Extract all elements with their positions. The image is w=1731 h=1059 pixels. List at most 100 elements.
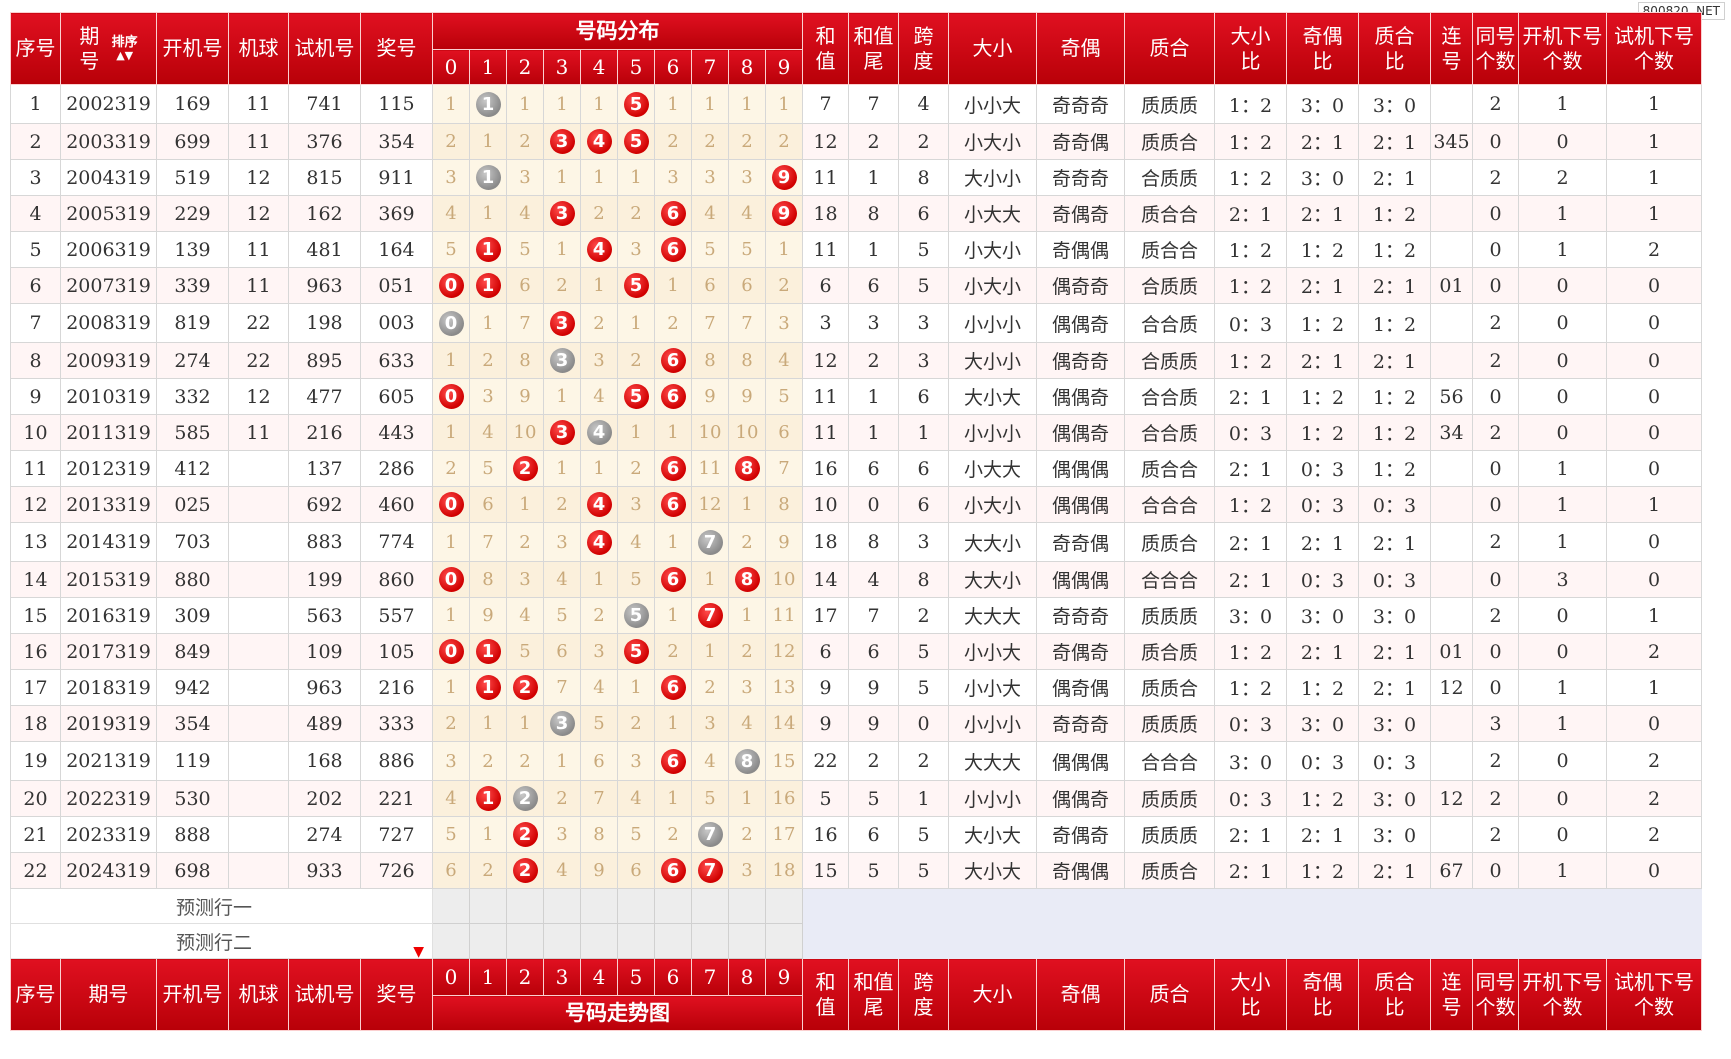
cell-span: 2 [898, 597, 949, 634]
dist-cell-9: 9 [765, 159, 803, 196]
prediction-cell-4[interactable] [580, 888, 618, 924]
prediction-cell-6[interactable] [654, 888, 692, 924]
prediction-cell-8[interactable] [728, 888, 766, 924]
prediction-fill [1358, 923, 1431, 959]
dist-cell-6: 2 [654, 123, 692, 160]
cell-pcratio: 3：0 [1358, 597, 1431, 634]
prediction-cell-9[interactable] [765, 923, 803, 959]
dist-cell-6: 1 [654, 522, 692, 562]
cell-consec [1430, 816, 1473, 853]
dist-cell-7: 6 [691, 267, 729, 304]
cell-sumtail: 8 [848, 522, 899, 562]
cell-period: 2006319 [60, 231, 157, 268]
dist-cell-9: 1 [765, 231, 803, 268]
cell-same: 3 [1472, 705, 1519, 742]
dist-cell-9: 5 [765, 378, 803, 415]
prediction-row[interactable]: 预测行一 [10, 888, 1702, 924]
table-row[interactable]: 9 2010319 332 12 477 605 0 3 9 1 4 5 6 9 9 5 11 1 6 大小大 偶偶奇合… [10, 378, 1702, 415]
dist-cell-6: 6 [654, 378, 692, 415]
prediction-cell-6[interactable] [654, 923, 692, 959]
cell-same: 0 [1472, 486, 1519, 523]
cell-bsratio: 1：2 [1214, 342, 1287, 379]
prediction-cell-5[interactable] [617, 923, 655, 959]
table-row[interactable]: 19 2021319 119 168 886 3 2 2 1 6 3 6 4 8 15 22 2 2 大大大 偶偶偶合… [10, 741, 1702, 781]
cell-testnext: 0 [1606, 342, 1702, 379]
prediction-cell-8[interactable] [728, 923, 766, 959]
prediction-cell-1[interactable] [469, 888, 507, 924]
prediction-cell-7[interactable] [691, 888, 729, 924]
table-row[interactable]: 3 2004319 519 12 815 911 3 1 3 1 1 1 3 3 3 9 11 1 8 大小小 奇奇奇合… [10, 159, 1702, 196]
prediction-cell-5[interactable] [617, 888, 655, 924]
table-row[interactable]: 22 2024319 698 933 726 6 2 2 4 9 6 6 7 3 18 15 5 5 大小大 奇偶偶质… [10, 852, 1702, 889]
table-row[interactable]: 14 2015319 880 199 860 0 8 3 4 1 5 6 1 8 10 14 4 8 大大小 偶偶偶合… [10, 561, 1702, 598]
dist-cell-3: 4 [543, 561, 581, 598]
table-row[interactable]: 18 2019319 354 489 333 2 1 1 3 5 2 1 3 4 14 9 9 0 小小小 奇奇奇 质质… [10, 705, 1702, 742]
prediction-cell-9[interactable] [765, 888, 803, 924]
table-row[interactable]: 2 2003319 699 11 376 354 2 1 2 3 4 5 2 2 2 2 12 2 2 小大小 奇奇偶质… [10, 123, 1702, 160]
table-row[interactable]: 10 2011319 585 11 216 443 1 4 10 3 4 1 1 10 10 6 11 1 1 小小小… [10, 414, 1702, 451]
cell-primecomp: 合合合 [1124, 561, 1215, 598]
table-row[interactable]: 4 2005319 229 12 162 369 4 1 4 3 2 2 6 4 4 9 18 8 6 小大大 奇偶奇质… [10, 195, 1702, 232]
prediction-cell-4[interactable] [580, 923, 618, 959]
prediction-cell-2[interactable] [506, 923, 544, 959]
prediction-cell-0[interactable] [432, 888, 470, 924]
cell-test: 563 [288, 597, 361, 634]
cell-test: 216 [288, 414, 361, 451]
table-row[interactable]: 8 2009319 274 22 895 633 1 2 8 3 3 2 6 8 8 4 12 2 3 大小小 偶奇奇合… [10, 342, 1702, 379]
cell-prize: 727 [360, 816, 433, 853]
cell-oddeven: 奇奇奇 [1036, 597, 1125, 634]
dist-cell-8: 3 [728, 852, 766, 889]
table-row[interactable]: 21 2023319 888 274 727 5 1 2 3 8 5 2 7 2 17 16 6 5 大小大 奇偶奇质… [10, 816, 1702, 853]
cell-prize: 460 [360, 486, 433, 523]
dist-cell-3: 3 [543, 303, 581, 343]
cell-open: 698 [156, 852, 229, 889]
table-row[interactable]: 12 2013319 025 692 460 0 6 1 2 4 3 6 12 1 8 10 0 6 小大小 偶偶偶合… [10, 486, 1702, 523]
table-row[interactable]: 16 2017319 849 109 105 0 1 5 6 3 5 2 1 2 12 6 6 5 小小大 奇偶奇 质合… [10, 633, 1702, 670]
table-row[interactable]: 11 2012319 412 137 286 2 5 2 1 1 2 6 11 8 7 16 6 6 小大大 偶偶偶质… [10, 450, 1702, 487]
table-row[interactable]: 17 2018319 942 963 216 1 1 2 7 4 1 6 2 3 13 9 9 5 小小大 偶奇偶 质质… [10, 669, 1702, 706]
cell-opennext: 1 [1518, 231, 1607, 268]
prediction-row[interactable]: 预测行二 ▼ [10, 923, 1702, 959]
dist-cell-3: 6 [543, 633, 581, 670]
cell-open: 169 [156, 84, 229, 124]
cell-open: 519 [156, 159, 229, 196]
col-ball-header: 机球 [228, 12, 289, 85]
cell-prize: 860 [360, 561, 433, 598]
col-period-header[interactable]: 期号 排序 ▲▼ [60, 12, 157, 85]
cell-same: 2 [1472, 303, 1519, 343]
prediction-cell-1[interactable] [469, 923, 507, 959]
cell-oeratio: 3：0 [1286, 705, 1359, 742]
cell-period: 2008319 [60, 303, 157, 343]
prediction-cell-3[interactable] [543, 923, 581, 959]
dist-cell-0: 3 [432, 741, 470, 781]
prediction-cell-7[interactable] [691, 923, 729, 959]
prediction-cell-3[interactable] [543, 888, 581, 924]
prediction-cell-0[interactable] [432, 923, 470, 959]
footer-bsratio: 大小比 [1214, 958, 1287, 1031]
hit-ball: 6 [660, 384, 686, 409]
cell-bigsmall: 大小大 [948, 378, 1037, 415]
table-row[interactable]: 5 2006319 139 11 481 164 5 1 5 1 4 3 6 5 5 1 11 1 5 小大小 奇偶偶质… [10, 231, 1702, 268]
cell-opennext: 2 [1518, 159, 1607, 196]
dist-cell-5: 2 [617, 450, 655, 487]
prediction-fill [1430, 888, 1473, 924]
cell-seq: 18 [10, 705, 61, 742]
table-row[interactable]: 7 2008319 819 22 198 003 0 1 7 3 2 1 2 7 7 3 3 3 3 小小小 偶偶奇 合合… [10, 303, 1702, 343]
cell-span: 5 [898, 816, 949, 853]
cell-testnext: 2 [1606, 816, 1702, 853]
dist-cell-1: 3 [469, 378, 507, 415]
table-row[interactable]: 20 2022319 530 202 221 4 1 2 2 7 4 1 5 1 16 5 5 1 小小小 偶偶奇 质质… [10, 780, 1702, 817]
prediction-fill [1286, 888, 1359, 924]
repeat-ball: 5 [623, 603, 649, 628]
table-row[interactable]: 6 2007319 339 11 963 051 0 1 6 2 1 5 1 6 6 2 6 6 5 小大小 偶奇奇 合质… [10, 267, 1702, 304]
cell-open: 880 [156, 561, 229, 598]
cell-pcratio: 0：3 [1358, 486, 1431, 523]
prediction-cell-2[interactable] [506, 888, 544, 924]
dist-cell-6: 6 [654, 486, 692, 523]
table-row[interactable]: 15 2016319 309 563 557 1 9 4 5 2 5 1 7 1 11 17 7 2 大大大 奇奇奇质… [10, 597, 1702, 634]
table-row[interactable]: 1 2002319 169 11 741 115 1 1 1 1 1 5 1 1 1 1 7 7 4 小小大 奇奇奇 质质… [10, 84, 1702, 124]
footer-digit-2: 2 [506, 958, 544, 996]
cell-sumtail: 6 [848, 450, 899, 487]
table-row[interactable]: 13 2014319 703 883 774 1 7 2 3 4 4 1 7 2 9 18 8 3 大大小 奇奇偶 质质… [10, 522, 1702, 562]
sort-control[interactable]: 排序 ▲▼ [111, 34, 138, 62]
